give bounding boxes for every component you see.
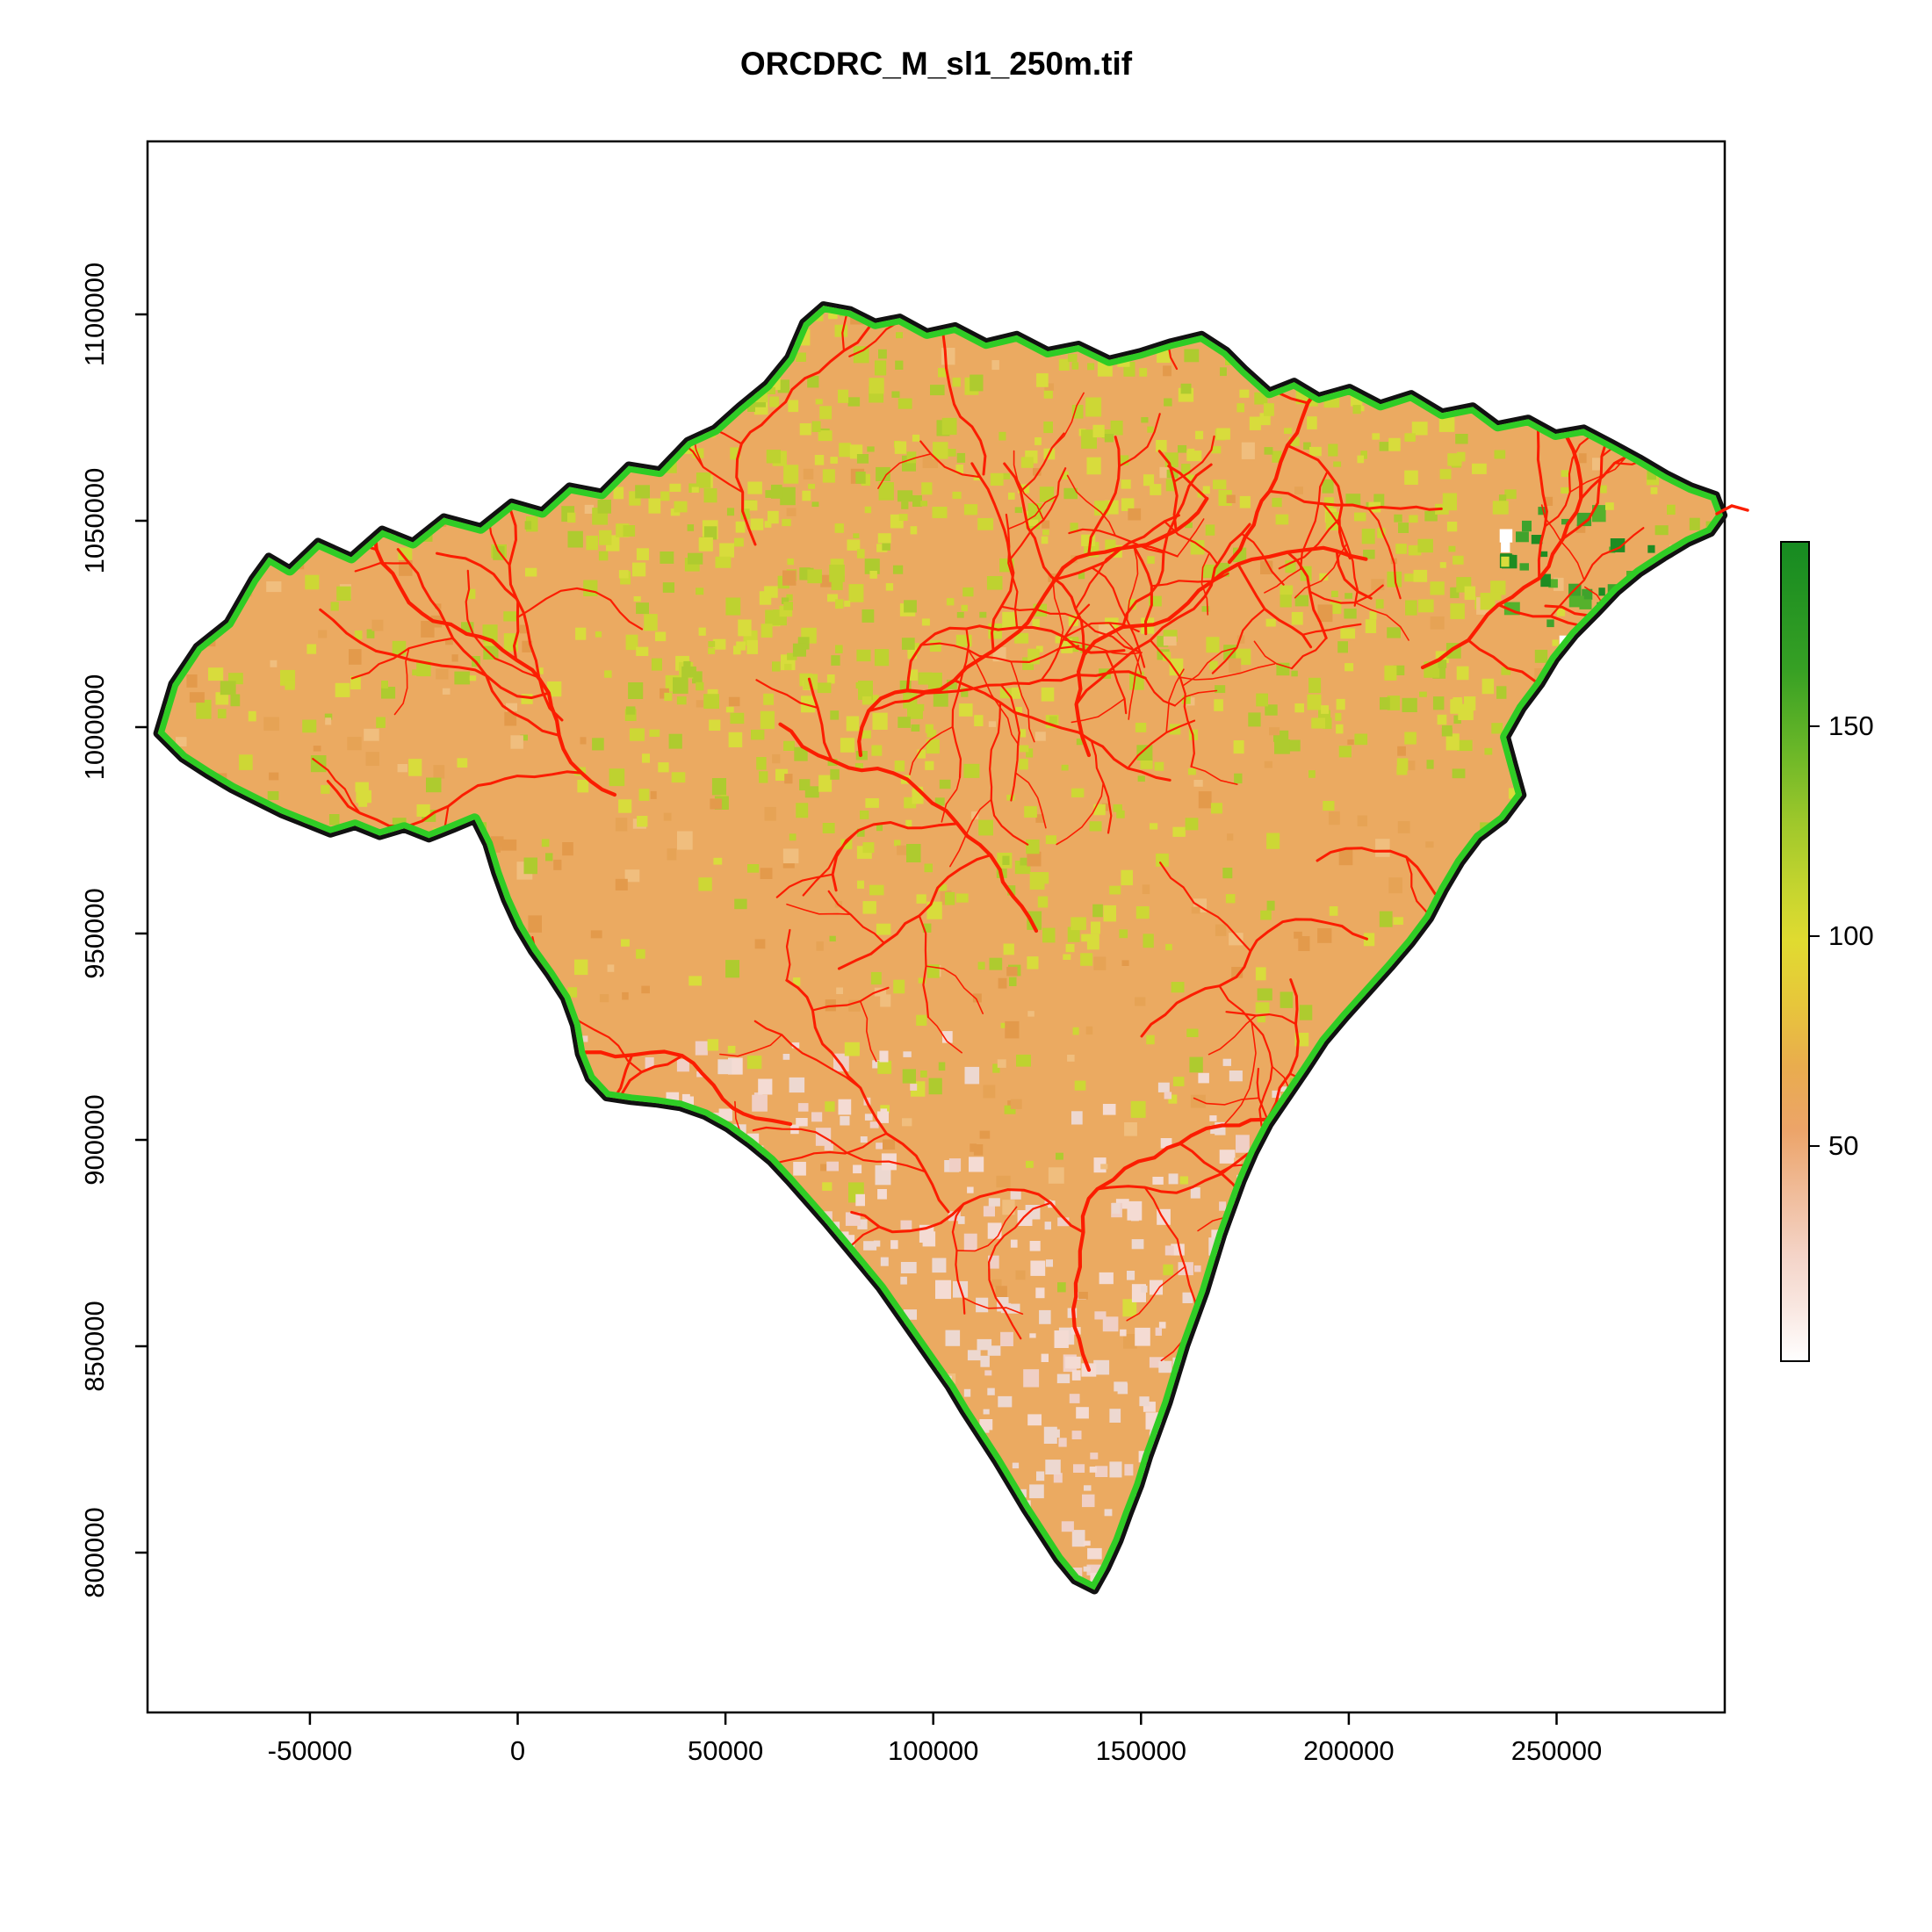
x-tick-label: 0 (509, 1735, 526, 1766)
x-tick-label: 50000 (687, 1735, 764, 1766)
y-tick-label: 900000 (79, 1094, 110, 1186)
x-tick-label: 100000 (887, 1735, 979, 1766)
x-tick-label: 250000 (1510, 1735, 1603, 1766)
x-tick-label: 150000 (1095, 1735, 1187, 1766)
y-tick-label: 800000 (79, 1507, 110, 1598)
y-tick-label: 850000 (79, 1301, 110, 1392)
legend-colorbar (1780, 541, 1810, 1362)
y-tick-label: 950000 (79, 888, 110, 979)
y-tick-label: 1100000 (79, 262, 110, 367)
legend-tick-label: 50 (1828, 1130, 1859, 1161)
legend-tick-label: 100 (1828, 920, 1874, 951)
legend-tick-label: 150 (1828, 710, 1874, 741)
x-tick-label: -50000 (267, 1735, 353, 1766)
figure-title: ORCDRC_M_sl1_250m.tif (739, 46, 1133, 82)
x-tick-label: 200000 (1303, 1735, 1395, 1766)
y-tick-label: 1000000 (79, 674, 110, 781)
y-tick-label: 1050000 (79, 467, 110, 574)
stream-outlet-segment (1715, 504, 1749, 515)
